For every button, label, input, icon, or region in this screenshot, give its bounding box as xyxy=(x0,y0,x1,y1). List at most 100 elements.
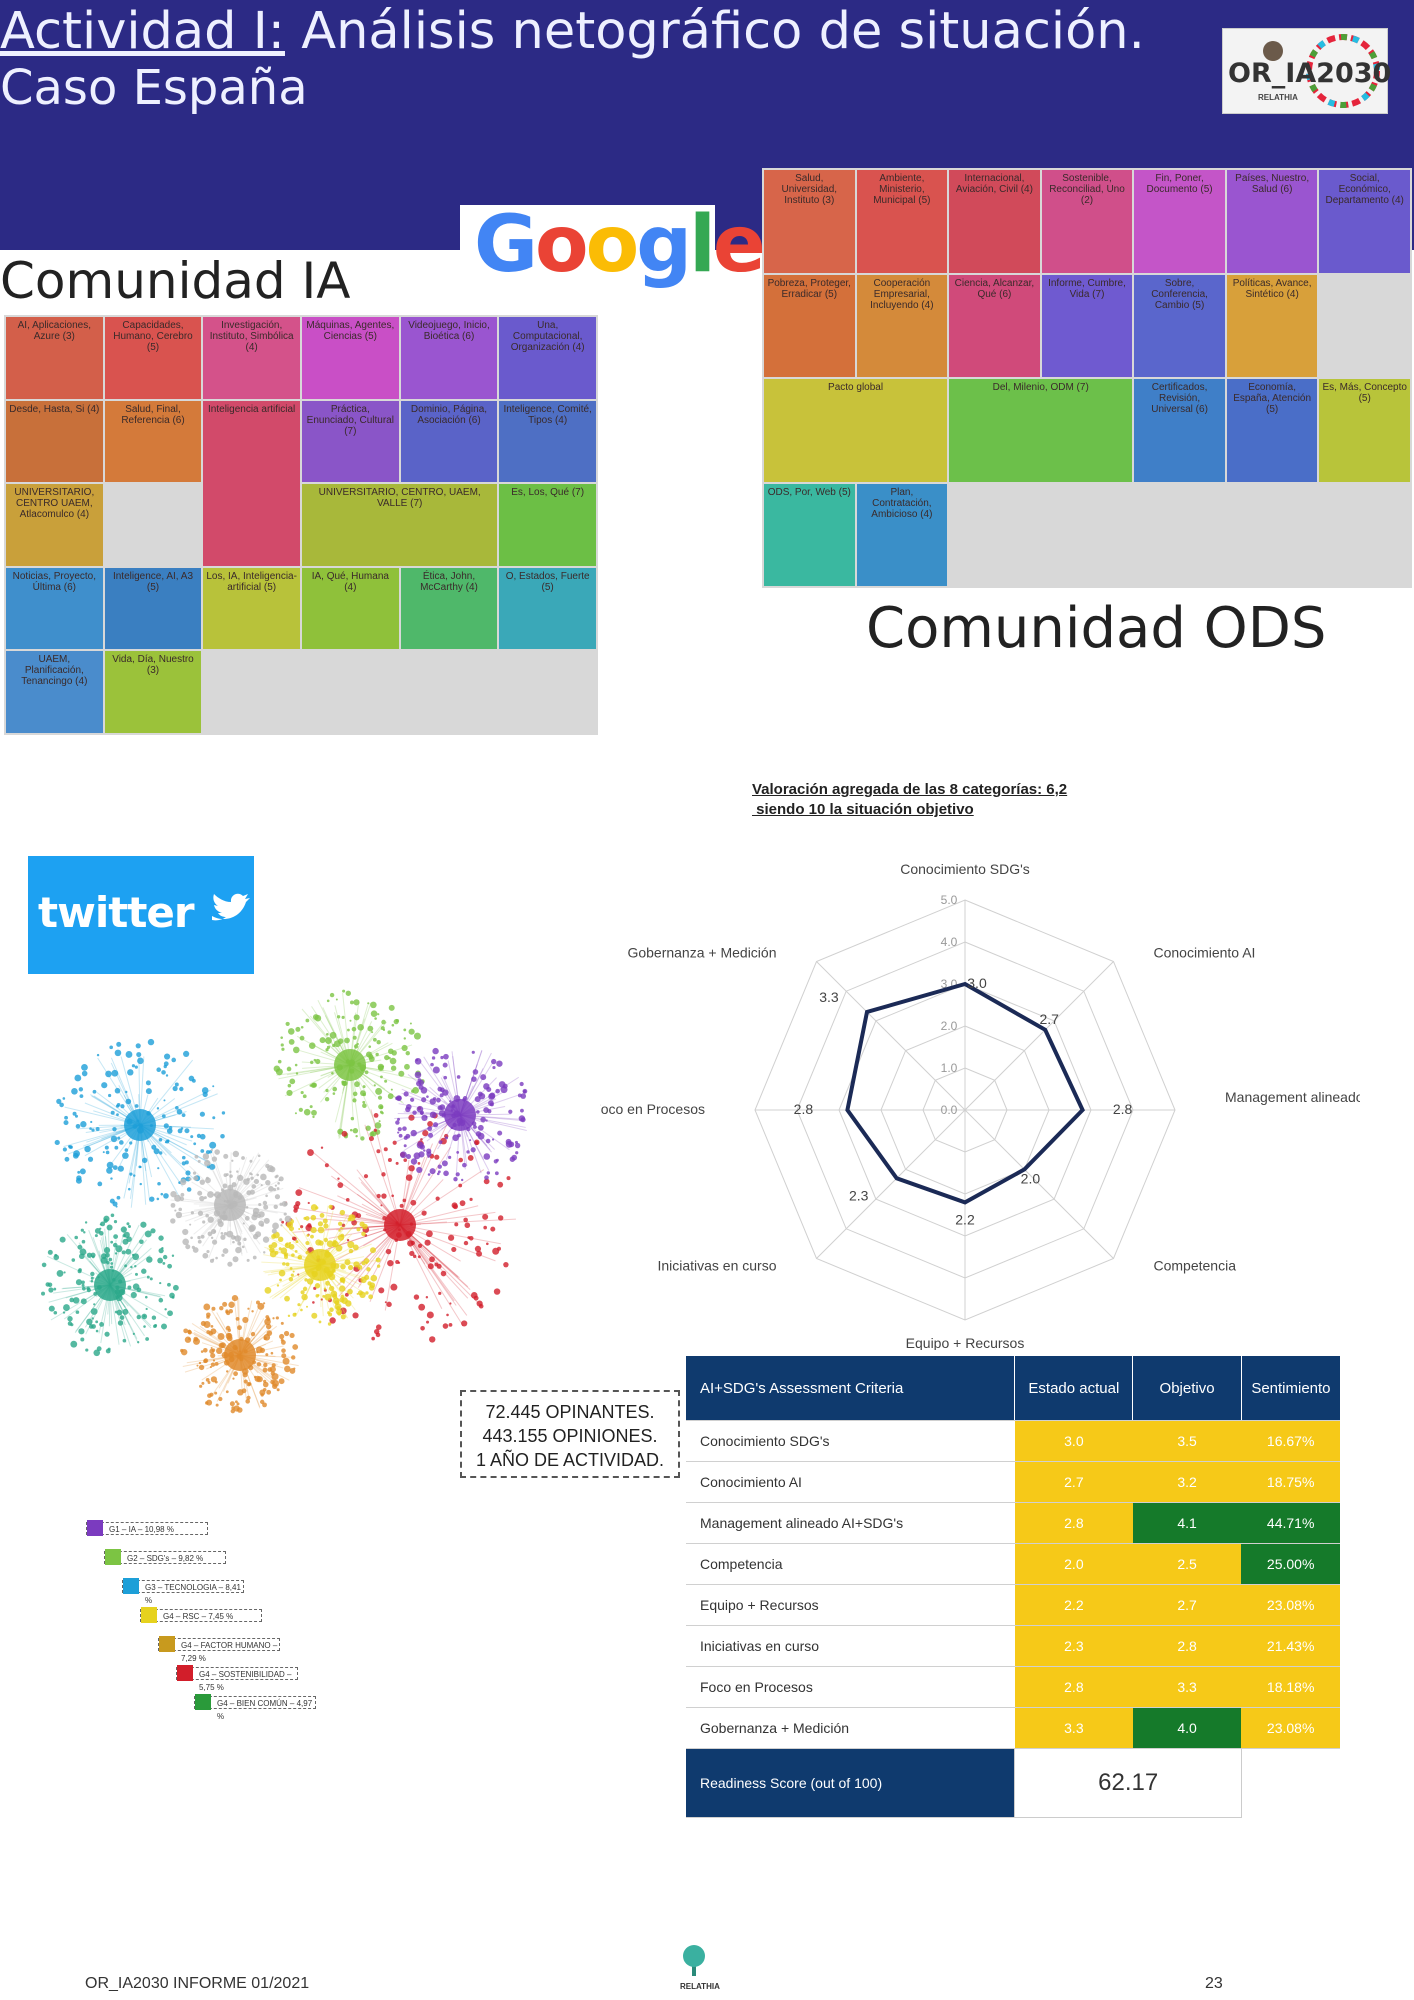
network-node xyxy=(249,1189,255,1195)
network-node xyxy=(144,1230,152,1238)
network-node xyxy=(514,1140,518,1144)
network-node xyxy=(508,1109,513,1114)
network-node xyxy=(342,1080,348,1087)
network-node xyxy=(132,1332,135,1335)
network-node xyxy=(421,1114,428,1121)
network-node xyxy=(136,1314,141,1320)
network-node xyxy=(222,1301,228,1307)
network-node xyxy=(117,1320,124,1326)
community-ods-label: Comunidad ODS xyxy=(866,596,1327,661)
network-node xyxy=(154,1324,158,1328)
network-node xyxy=(211,1156,218,1162)
network-node xyxy=(371,1031,374,1034)
network-node xyxy=(359,1221,365,1227)
network-node xyxy=(249,1224,256,1232)
legend-label: G1 – IA – 10,98 % xyxy=(109,1525,174,1534)
network-node xyxy=(97,1181,103,1187)
col-header-criteria: AI+SDG's Assessment Criteria xyxy=(686,1356,1016,1421)
network-node xyxy=(341,1015,345,1019)
network-node xyxy=(405,1106,411,1113)
network-node xyxy=(483,1225,487,1230)
network-node xyxy=(226,1370,229,1373)
network-node xyxy=(399,1203,404,1208)
network-node xyxy=(414,1071,422,1079)
legend-label: G3 – TECNOLOGIA – 8,41 % xyxy=(145,1583,241,1605)
legend-swatch xyxy=(123,1578,139,1594)
network-node xyxy=(317,1226,325,1234)
network-node xyxy=(457,1133,461,1138)
network-node xyxy=(460,1178,464,1182)
network-node xyxy=(276,1187,280,1190)
network-node xyxy=(364,1274,370,1280)
network-node xyxy=(249,1159,253,1163)
network-node xyxy=(360,1090,366,1097)
network-node xyxy=(435,1196,440,1201)
network-node xyxy=(203,1347,208,1353)
network-node xyxy=(200,1149,205,1153)
network-node xyxy=(277,1059,282,1064)
network-node xyxy=(106,1224,113,1231)
network-node xyxy=(84,1221,88,1224)
network-node xyxy=(477,1132,485,1140)
radar-axis-label: Conocimiento SDG's xyxy=(900,861,1030,877)
network-node xyxy=(77,1269,82,1274)
criteria-cell: Conocimiento AI xyxy=(686,1461,1015,1503)
network-node xyxy=(294,1312,297,1315)
twitter-logo: twitter xyxy=(38,888,195,937)
network-node xyxy=(274,1184,277,1187)
network-node xyxy=(283,1212,287,1216)
network-node xyxy=(420,1325,425,1331)
network-node xyxy=(100,1256,108,1264)
network-node xyxy=(397,1131,400,1134)
network-node xyxy=(281,1200,288,1207)
network-node xyxy=(381,1172,386,1177)
treemap-cell: Los, IA, Inteligencia-artificial (5) xyxy=(203,567,300,650)
network-node xyxy=(282,1262,286,1266)
radar-series-line xyxy=(845,981,1085,1205)
network-node xyxy=(188,1075,195,1082)
network-node xyxy=(183,1050,190,1057)
network-node xyxy=(151,1144,157,1150)
network-node xyxy=(292,1046,300,1054)
treemap-cell: Vida, Día, Nuestro (3) xyxy=(104,651,202,733)
network-node xyxy=(145,1337,150,1341)
network-node xyxy=(158,1248,164,1254)
stat-opiniones: 443.155 OPINIONES. xyxy=(482,1426,658,1446)
network-node xyxy=(323,1287,327,1290)
network-node xyxy=(181,1155,186,1160)
network-node xyxy=(395,1161,399,1165)
network-edge xyxy=(399,1224,469,1299)
network-node xyxy=(471,1076,477,1083)
treemap-cell: Ética, John, McCarthy (4) xyxy=(400,567,498,650)
radar-tick-label: 0.0 xyxy=(941,1103,958,1117)
network-node xyxy=(473,1295,479,1301)
network-node xyxy=(90,1120,93,1124)
google-letter: o xyxy=(535,200,589,290)
network-node xyxy=(335,998,338,1001)
network-node xyxy=(145,1088,152,1095)
network-node xyxy=(207,1380,211,1384)
network-node xyxy=(257,1154,261,1158)
network-node xyxy=(426,1311,434,1319)
network-node xyxy=(299,1225,304,1229)
network-node xyxy=(443,1170,449,1177)
network-node xyxy=(348,1248,354,1254)
network-node xyxy=(311,1109,317,1116)
network-node xyxy=(260,1183,263,1187)
network-node xyxy=(464,1222,471,1229)
network-node xyxy=(371,1336,375,1341)
network-node xyxy=(337,1182,344,1188)
network-node xyxy=(448,1155,452,1160)
network-node xyxy=(523,1089,527,1094)
network-node xyxy=(293,1208,298,1213)
treemap-cell: Inteligence, AI, A3 (5) xyxy=(104,567,202,650)
network-node xyxy=(396,1095,402,1102)
legend-item: G4 – BIEN COMÚN – 4,97 % xyxy=(194,1694,316,1721)
radar-tick-label: 5.0 xyxy=(941,893,958,907)
network-node xyxy=(468,1235,474,1241)
treemap-cell: Economía, España, Atención (5) xyxy=(1226,379,1318,482)
network-node xyxy=(210,1324,214,1328)
network-node xyxy=(347,1241,355,1249)
network-node xyxy=(352,1312,359,1319)
table-row: Foco en Procesos 2.8 3.3 18.18% xyxy=(686,1666,1340,1708)
